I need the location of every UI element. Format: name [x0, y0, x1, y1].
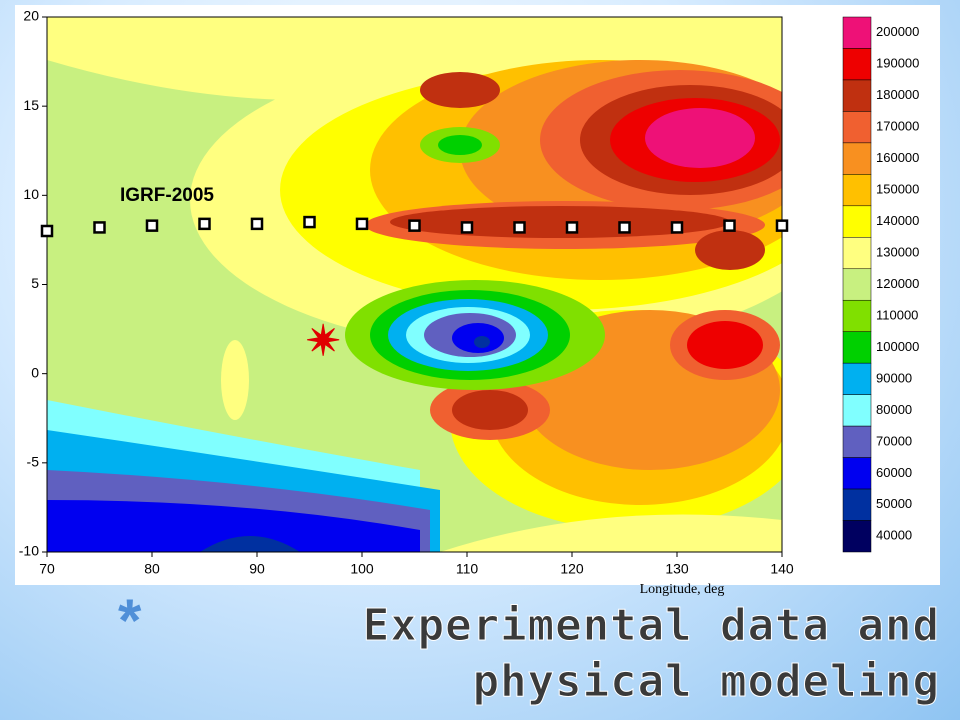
y-tick-label: 5	[31, 275, 39, 291]
x-tick-label: 80	[144, 561, 160, 577]
colorbar-label: 160000	[876, 150, 919, 165]
colorbar-label: 110000	[876, 307, 918, 322]
colorbar-label: 100000	[876, 339, 919, 354]
y-tick-label: 15	[23, 97, 39, 113]
colorbar-swatch	[842, 268, 872, 301]
station	[408, 219, 421, 232]
colorbar-label: 130000	[876, 244, 919, 259]
colorbar-swatch	[842, 488, 872, 521]
x-tick-label: 100	[350, 561, 374, 577]
station	[670, 221, 684, 234]
x-tick-label: 70	[39, 561, 55, 577]
contour-field	[47, 17, 782, 552]
colorbar-swatch	[842, 362, 872, 395]
station	[460, 221, 474, 234]
x-axis-label: Longitude, deg	[640, 582, 725, 597]
station	[618, 221, 631, 234]
y-tick-label: 20	[23, 8, 39, 24]
colorbar-label: 200000	[876, 24, 919, 39]
y-tick-label: -5	[27, 454, 40, 470]
station	[40, 224, 54, 238]
bullet: *	[118, 587, 142, 654]
x-tick-label: 110	[456, 561, 479, 577]
colorbar-swatch	[842, 48, 872, 81]
colorbar-swatch	[842, 299, 872, 332]
x-tick-label: 90	[249, 561, 265, 577]
colorbar-label: 50000	[876, 496, 912, 511]
colorbar-label: 40000	[876, 528, 912, 543]
colorbar-label: 170000	[876, 119, 919, 134]
epicenter	[307, 323, 340, 356]
station	[355, 217, 369, 231]
y-tick-label: 0	[31, 364, 39, 380]
station	[513, 221, 526, 234]
colorbar-label: 70000	[876, 433, 912, 448]
colorbar-swatch	[842, 331, 872, 364]
colorbar-swatch	[842, 16, 872, 49]
x-tick-label: 130	[665, 561, 689, 577]
colorbar-swatch	[842, 174, 872, 207]
station	[93, 221, 106, 234]
colorbar-swatch	[842, 111, 872, 144]
colorbar-label: 120000	[876, 276, 919, 291]
annotation: IGRF-2005	[120, 185, 214, 206]
station	[723, 219, 736, 232]
slide-title: Experimental data and physical modeling	[362, 600, 940, 708]
colorbar-swatch	[842, 142, 872, 175]
colorbar-label: 140000	[876, 213, 919, 228]
colorbar-label: 80000	[876, 402, 912, 417]
station	[250, 217, 264, 231]
colorbar-label: 180000	[876, 87, 919, 102]
x-tick-label: 120	[560, 561, 584, 577]
colorbar-swatch	[842, 237, 872, 270]
colorbar-swatch	[842, 79, 872, 112]
colorbar-label: 150000	[876, 182, 919, 197]
colorbar-swatch	[842, 205, 872, 238]
colorbar-swatch	[842, 425, 872, 458]
colorbar-label: 190000	[876, 56, 919, 71]
colorbar-swatch	[842, 520, 872, 553]
y-tick-label: -10	[19, 543, 39, 559]
colorbar-label: 90000	[876, 370, 912, 385]
colorbar-label: 60000	[876, 465, 912, 480]
station	[145, 219, 159, 232]
station	[565, 221, 579, 234]
colorbar-swatch	[842, 394, 872, 427]
y-tick-label: 10	[23, 186, 39, 202]
station	[303, 215, 316, 229]
x-tick-label: 140	[770, 561, 794, 577]
station	[198, 217, 211, 231]
colorbar-swatch	[842, 457, 872, 490]
station	[775, 219, 789, 232]
